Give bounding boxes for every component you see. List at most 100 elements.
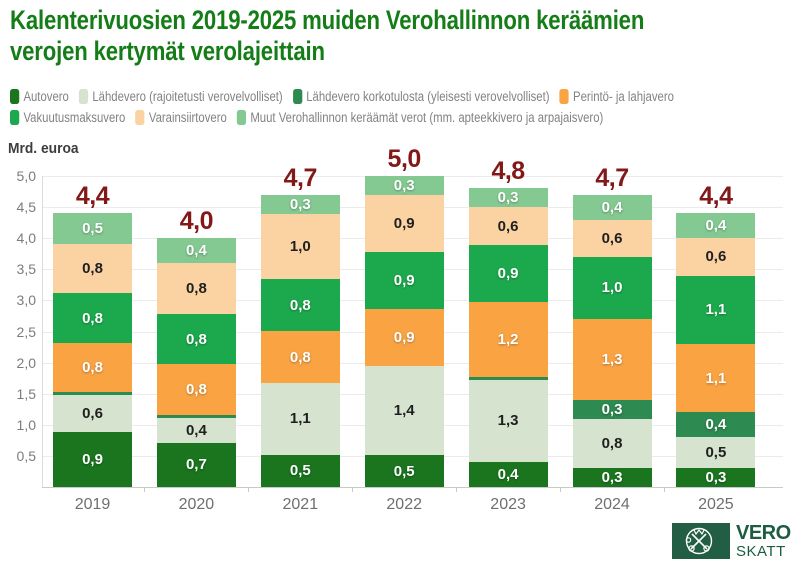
bar-value-label: 1,3 bbox=[601, 350, 623, 368]
legend-item: Muut Verohallinnon keräämät verot (mm. a… bbox=[236, 110, 603, 125]
bar-segment-2023-s6: 0,3 bbox=[468, 188, 548, 208]
legend-row: Vakuutusmaksuvero Varainsiirtovero Muut Ve… bbox=[10, 107, 684, 128]
x-category-label: 2021 bbox=[282, 496, 319, 513]
bar-segment-2020-s1: 0,4 bbox=[156, 417, 236, 443]
bar-segment-2024-s0: 0,3 bbox=[572, 468, 652, 487]
bar-segment-2025-s1: 0,5 bbox=[676, 437, 756, 469]
page-title-line1: Kalenterivuosien 2019-2025 muiden Veroha… bbox=[10, 5, 645, 35]
logo-text-vero: VERO bbox=[736, 522, 791, 544]
bar-segment-2019-s2 bbox=[53, 392, 132, 395]
y-tick-label: 5,0 bbox=[16, 168, 36, 184]
bar-segment-2022-s0: 0,5 bbox=[364, 455, 444, 487]
legend-item-label: Perintö- ja lahjavero bbox=[573, 89, 674, 104]
bar-value-label: 0,4 bbox=[705, 217, 727, 235]
bar-value-label: 0,4 bbox=[185, 242, 207, 260]
bar-value-label: 0,8 bbox=[82, 309, 103, 327]
bar-value-label: 0,6 bbox=[497, 217, 519, 235]
bar-value-label: 0,8 bbox=[289, 348, 311, 366]
bar-value-label: 0,3 bbox=[393, 177, 415, 195]
bar-value-label: 0,6 bbox=[601, 229, 623, 247]
bar-segment-2019-s4: 0,8 bbox=[53, 293, 132, 343]
x-tick-mark bbox=[456, 488, 458, 492]
legend-item: Vakuutusmaksuvero bbox=[10, 110, 125, 125]
bar-segment-2022-s5: 0,9 bbox=[364, 195, 444, 253]
bar-value-label: 0,8 bbox=[185, 280, 207, 298]
legend-item-label: Lähdevero (rajoitetusti verovelvolliset) bbox=[92, 89, 283, 104]
bar-total-label: 4,0 bbox=[179, 207, 214, 236]
bar-total-label: 4,7 bbox=[283, 163, 318, 192]
x-tick-mark bbox=[144, 488, 146, 492]
bar-segment-2023-s2 bbox=[468, 377, 548, 380]
x-tick-mark bbox=[352, 488, 354, 492]
bar-segment-2024-s4: 1,0 bbox=[572, 256, 652, 320]
legend-swatch bbox=[135, 110, 145, 125]
bar-segment-2024-s3: 1,3 bbox=[572, 319, 652, 400]
bar-value-label: 0,8 bbox=[601, 434, 623, 452]
bar-value-label: 0,8 bbox=[185, 381, 207, 399]
bar-segment-2025-s5: 0,6 bbox=[676, 238, 756, 276]
bar-value-label: 1,1 bbox=[289, 410, 311, 428]
legend-item: Lähdevero korkotulosta (yleisesti verove… bbox=[292, 89, 550, 104]
vero-emblem-icon bbox=[672, 523, 730, 559]
bar-segment-2020-s3: 0,8 bbox=[156, 364, 236, 415]
x-tick-mark bbox=[560, 488, 562, 492]
bar-value-label: 0,5 bbox=[289, 462, 311, 480]
page-title-line2: verojen kertymät verolajeittain bbox=[10, 36, 325, 66]
bar-value-label: 0,8 bbox=[185, 330, 207, 348]
bar-value-label: 1,1 bbox=[705, 369, 727, 387]
x-category-label: 2020 bbox=[178, 496, 215, 513]
logo-text: VERO SKATT bbox=[736, 523, 791, 559]
vero-skatt-logo: VERO SKATT bbox=[672, 523, 791, 559]
bar-segment-2024-s5: 0,6 bbox=[572, 219, 652, 257]
bar-segment-2021-s5: 1,0 bbox=[260, 214, 340, 280]
bar-value-label: 0,8 bbox=[82, 358, 103, 376]
bar-value-label: 1,0 bbox=[289, 238, 311, 256]
bar-value-label: 0,4 bbox=[705, 416, 727, 434]
y-tick-label: 4,0 bbox=[16, 230, 36, 247]
bar-value-label: 1,3 bbox=[497, 412, 519, 430]
y-tick-label: 3,0 bbox=[16, 292, 36, 309]
legend-item: Autovero bbox=[10, 89, 69, 104]
bar-value-label: 1,4 bbox=[393, 402, 415, 420]
bar-segment-2023-s0: 0,4 bbox=[468, 461, 548, 487]
bar-value-label: 0,4 bbox=[601, 198, 623, 216]
x-category-label: 2023 bbox=[490, 496, 526, 513]
y-tick-label: 3,5 bbox=[16, 261, 36, 278]
bar-segment-2019-s5: 0,8 bbox=[53, 244, 132, 294]
y-axis-unit-label: Mrd. euroa bbox=[8, 140, 79, 157]
bar-value-label: 0,9 bbox=[393, 329, 415, 347]
bar-total-label: 4,4 bbox=[75, 182, 110, 211]
bar-segment-2020-s6: 0,4 bbox=[156, 238, 236, 264]
logo-text-skatt: SKATT bbox=[736, 543, 786, 560]
bar-segment-2021-s4: 0,8 bbox=[260, 279, 340, 332]
page-title: Kalenterivuosien 2019-2025 muiden Veroha… bbox=[10, 5, 783, 67]
bar-segment-2019-s6: 0,5 bbox=[53, 213, 132, 245]
bar-value-label: 0,9 bbox=[497, 264, 519, 282]
x-axis-line bbox=[42, 487, 783, 488]
legend-row: Autovero Lähdevero (rajoitetusti verovelv… bbox=[10, 86, 684, 107]
x-category-label: 2019 bbox=[74, 496, 111, 513]
bar-value-label: 1,2 bbox=[497, 331, 519, 349]
bar-segment-2022-s4: 0,9 bbox=[364, 252, 444, 310]
bar-total-label: 4,4 bbox=[699, 182, 733, 211]
x-tick-mark bbox=[663, 488, 665, 492]
bar-segment-2020-s5: 0,8 bbox=[156, 263, 236, 314]
bar-segment-2022-s6: 0,3 bbox=[364, 176, 444, 196]
bar-segment-2019-s0: 0,9 bbox=[53, 431, 132, 487]
legend-item-label: Autovero bbox=[23, 89, 69, 104]
legend-item: Varainsiirtovero bbox=[135, 110, 227, 125]
y-tick-label: 1,0 bbox=[16, 416, 36, 433]
legend-item-label: Lähdevero korkotulosta (yleisesti verove… bbox=[306, 89, 550, 104]
bar-value-label: 0,3 bbox=[289, 195, 311, 213]
bar-segment-2025-s2: 0,4 bbox=[676, 412, 756, 438]
bar-value-label: 0,9 bbox=[393, 215, 415, 233]
bar-segment-2023-s4: 0,9 bbox=[468, 245, 548, 302]
y-tick-label: 2,5 bbox=[16, 323, 36, 340]
x-category-label: 2022 bbox=[386, 496, 422, 513]
bar-segment-2025-s0: 0,3 bbox=[676, 468, 756, 487]
y-tick-label: 1,5 bbox=[16, 385, 36, 402]
bar-segment-2020-s0: 0,7 bbox=[156, 442, 236, 487]
bar-segment-2020-s2 bbox=[156, 415, 236, 418]
bar-value-label: 0,5 bbox=[705, 444, 727, 462]
bar-value-label: 0,8 bbox=[82, 260, 103, 278]
